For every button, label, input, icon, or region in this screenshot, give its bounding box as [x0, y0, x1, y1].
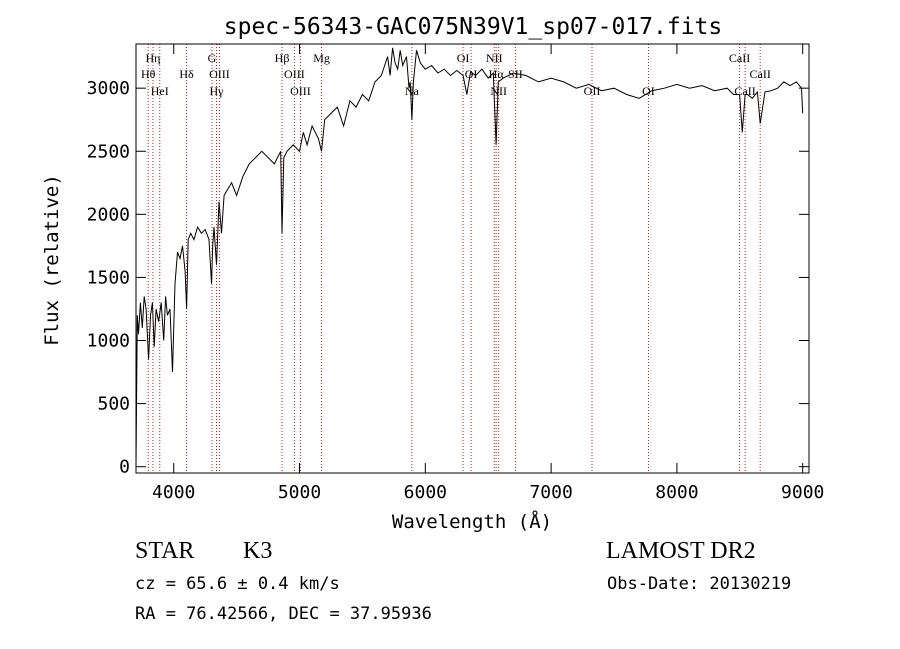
marker-label-8: OIII: [284, 67, 305, 81]
marker-label-1: Hθ: [141, 67, 156, 81]
line-marker-labels: Hη Hθ HeI Hδ G OIII Hγ Hβ OIII OIII Mg Na OI OI NII Hα N…: [141, 51, 771, 98]
survey-name: LAMOST DR2: [606, 538, 756, 564]
marker-label-6: Hγ: [210, 84, 225, 98]
spectrum-line: [135, 47, 804, 467]
marker-label-0: Hη: [146, 51, 161, 65]
object-subclass: K3: [243, 538, 273, 564]
marker-label-2: HeI: [151, 84, 169, 98]
marker-label-4: G: [208, 51, 217, 65]
x-tick-label-3: 7000: [529, 482, 572, 503]
marker-label-17: SII: [508, 67, 523, 81]
x-tick-label-5: 9000: [781, 482, 824, 503]
obs-date: Obs-Date: 20130219: [607, 574, 792, 594]
marker-label-20: CaII: [729, 51, 750, 65]
y-tick-label-4: 2000: [87, 204, 130, 225]
x-tick-label-2: 6000: [404, 482, 447, 503]
marker-label-14: NII: [486, 51, 503, 65]
y-tick-label-5: 2500: [87, 141, 130, 162]
y-tick-label-2: 1000: [87, 331, 130, 352]
marker-label-7: Hβ: [275, 51, 290, 65]
y-axis-ticks: 0 500 1000 1500 2000 2500 3000: [87, 78, 809, 478]
marker-label-3: Hδ: [179, 67, 194, 81]
x-axis-label: Wavelength (Å): [392, 510, 552, 533]
x-tick-label-0: 4000: [152, 482, 195, 503]
marker-label-15: Hα: [489, 67, 505, 81]
y-tick-label-0: 0: [119, 457, 130, 478]
marker-label-13: OI: [465, 67, 478, 81]
redshift-readout: cz = 65.6 ± 0.4 km/s: [135, 574, 340, 594]
y-tick-label-3: 1500: [87, 267, 130, 288]
marker-label-10: Mg: [313, 51, 330, 65]
marker-label-12: OI: [457, 51, 470, 65]
line-markers: [147, 44, 761, 473]
x-tick-label-1: 5000: [278, 482, 321, 503]
y-tick-label-6: 3000: [87, 78, 130, 99]
marker-label-22: CaII: [750, 67, 771, 81]
y-tick-label-1: 500: [97, 394, 130, 415]
marker-label-5: OIII: [209, 67, 230, 81]
marker-label-11: Na: [405, 84, 420, 98]
x-tick-label-4: 8000: [655, 482, 698, 503]
coordinates-readout: RA = 76.42566, DEC = 37.95936: [135, 604, 432, 624]
marker-label-18: OII: [584, 84, 601, 98]
marker-label-9: OIII: [290, 84, 311, 98]
plot-frame: [135, 43, 810, 474]
y-axis-label: Flux (relative): [41, 174, 63, 346]
x-axis-ticks: 4000 5000 6000 7000 8000 9000: [152, 44, 824, 503]
chart-title: spec-56343-GAC075N39V1_sp07-017.fits: [224, 14, 723, 40]
marker-label-16: NII: [490, 84, 507, 98]
object-class: STAR: [135, 538, 195, 564]
